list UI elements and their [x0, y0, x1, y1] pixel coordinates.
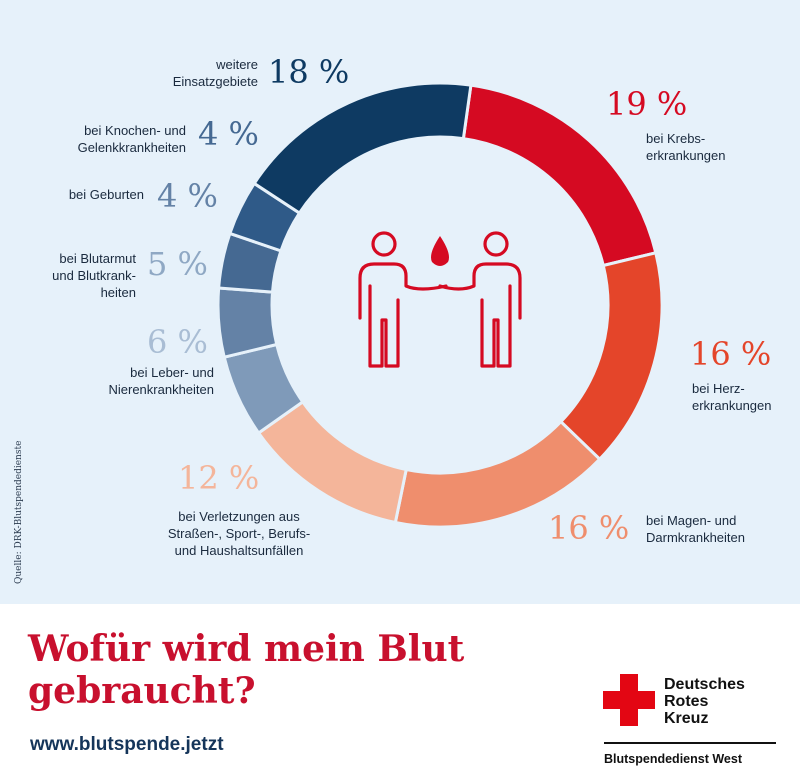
headline: Wofür wird mein Blut gebraucht?: [28, 628, 465, 712]
category-label-herz: bei Herz-erkrankungen: [692, 381, 772, 413]
organization-subtitle: Blutspendedienst West: [604, 752, 742, 766]
organization-name-line: Rotes: [664, 693, 709, 710]
category-label-magen: bei Magen- und Darmkrankheiten: [646, 513, 745, 545]
category-label-krebs: bei Krebs-erkrankungen: [646, 131, 726, 163]
pct-label-magen: 16 %: [548, 509, 630, 547]
chart-panel: 19 % 16 % 16 % 12 % 6 % 5 % 4 % 4 % 18 %…: [0, 0, 800, 604]
source-note: Quelle: DRK-Blutspendedienste: [14, 440, 24, 584]
pct-label-blutarmut: 5 %: [147, 245, 208, 283]
category-label-geburten: bei Geburten: [68, 187, 144, 202]
donut-slice-herz: [558, 250, 664, 462]
pct-label-geburten: 4 %: [157, 177, 218, 215]
category-label-weitere: weitere Einsatzgebiete: [172, 57, 258, 89]
pct-label-leber: 6 %: [147, 323, 208, 361]
category-label-verletzungen: bei Verletzungen aus Straßen-, Sport-, Be…: [167, 509, 311, 558]
divider: [604, 742, 776, 744]
category-label-leber: bei Leber- und Nierenkrankheiten: [108, 365, 214, 397]
category-label-knochen: bei Knochen- und Gelenkkrankheiten: [77, 123, 186, 155]
website-link[interactable]: www.blutspende.jetzt: [30, 734, 224, 755]
donut-slice-weitere: [252, 81, 473, 216]
organization-name-line: Deutsches: [664, 676, 745, 693]
donut-slice-blutarmut: [216, 286, 279, 360]
pct-label-weitere: 18 %: [268, 53, 350, 91]
blood-donors-icon: [358, 231, 522, 368]
pct-label-verletzungen: 12 %: [178, 459, 260, 497]
pct-label-knochen: 4 %: [198, 115, 259, 153]
category-label-blutarmut: bei Blutarmut und Blutkrank-heiten: [52, 251, 136, 300]
red-cross-logo: [603, 674, 655, 726]
donut-slice-verletzungen: [256, 399, 408, 525]
organization-name-line: Kreuz: [664, 710, 709, 727]
pct-label-herz: 16 %: [690, 335, 772, 373]
organization-name: Deutsches Rotes Kreuz: [664, 676, 745, 727]
pct-label-krebs: 19 %: [606, 85, 688, 123]
donut-chart: [216, 81, 664, 529]
